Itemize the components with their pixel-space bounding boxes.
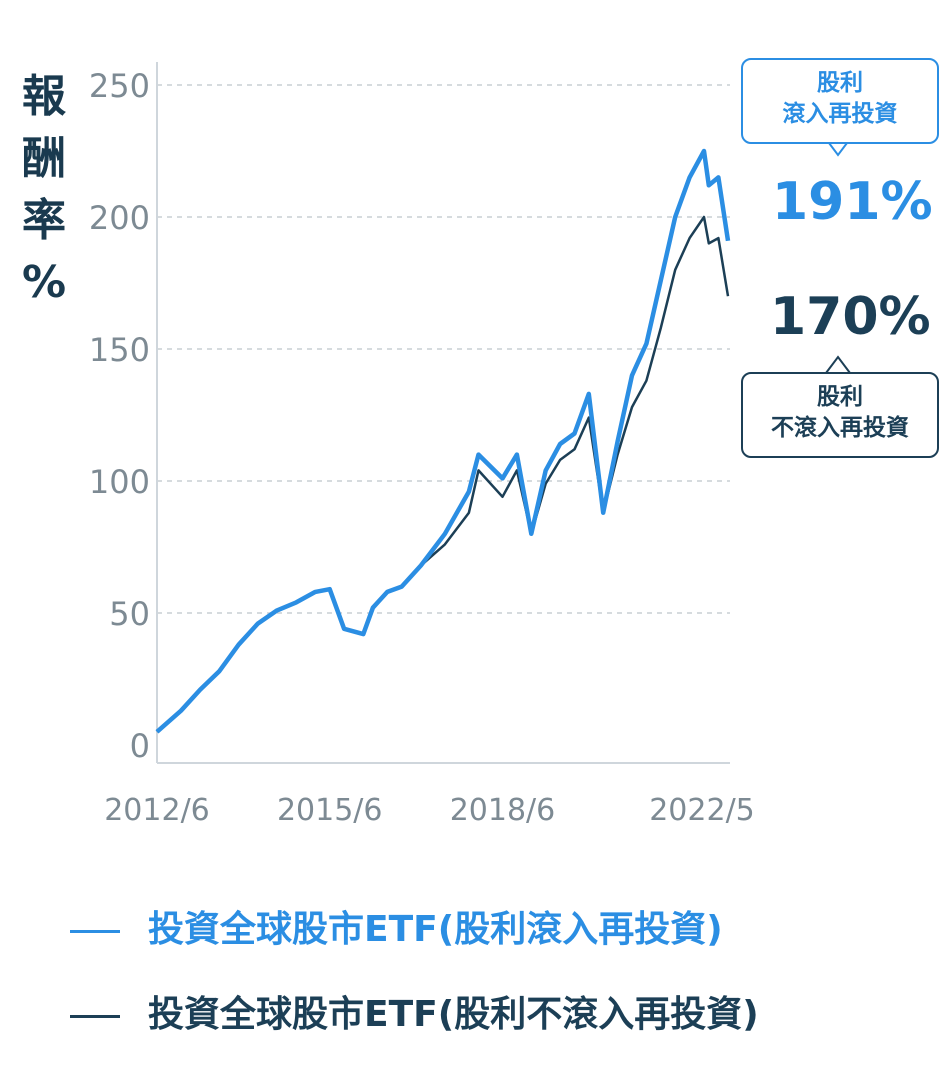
- y-tick-label: 50: [109, 595, 150, 633]
- callout-no-reinvest-line1: 股利: [817, 384, 863, 410]
- callout-reinvest: 股利 滾入再投資: [741, 58, 939, 144]
- y-axis-title-char: 報: [22, 71, 66, 122]
- legend-swatch: [70, 929, 120, 933]
- callout-no-reinvest: 股利 不滾入再投資: [741, 372, 939, 458]
- x-tick-label: 2022/5: [649, 793, 755, 828]
- y-tick-label: 0: [130, 727, 150, 765]
- y-axis-title: 報 酬 率 %: [14, 66, 74, 314]
- series-line-reinvest: [155, 148, 731, 734]
- y-axis-title-char: 率: [22, 195, 66, 246]
- legend-label: 投資全球股市ETF(股利滾入再投資): [148, 909, 723, 950]
- x-tick-labels: 2012/6 2015/6 2018/6 2022/5: [104, 793, 755, 828]
- callout-pointer-no-reinvest: [825, 355, 851, 374]
- y-tick-label: 150: [89, 331, 150, 369]
- y-axis-title-char: %: [21, 257, 67, 308]
- callout-no-reinvest-line2: 不滾入再投資: [771, 415, 909, 441]
- series-lines: [155, 148, 731, 734]
- legend-label: 投資全球股市ETF(股利不滾入再投資): [148, 994, 759, 1035]
- y-tick-label: 100: [89, 463, 150, 501]
- y-axis-title-char: 酬: [22, 133, 66, 184]
- x-tick-label: 2015/6: [277, 793, 383, 828]
- x-tick-label: 2012/6: [104, 793, 210, 828]
- callout-reinvest-line2: 滾入再投資: [782, 101, 898, 127]
- x-tick-label: 2018/6: [450, 793, 556, 828]
- y-tick-labels: 0 50 100 150 200 250: [89, 67, 150, 765]
- legend-item-no-reinvest: 投資全球股市ETF(股利不滾入再投資): [70, 985, 759, 1037]
- y-tick-label: 200: [89, 199, 150, 237]
- no-reinvest-return-value: 170%: [770, 287, 931, 347]
- reinvest-return-value: 191%: [772, 172, 933, 232]
- callout-reinvest-line1: 股利: [817, 70, 863, 96]
- y-tick-label: 250: [89, 67, 150, 105]
- series-line-no-reinvest: [156, 215, 730, 733]
- legend-item-reinvest: 投資全球股市ETF(股利滾入再投資): [70, 900, 723, 952]
- legend-swatch: [70, 1014, 120, 1018]
